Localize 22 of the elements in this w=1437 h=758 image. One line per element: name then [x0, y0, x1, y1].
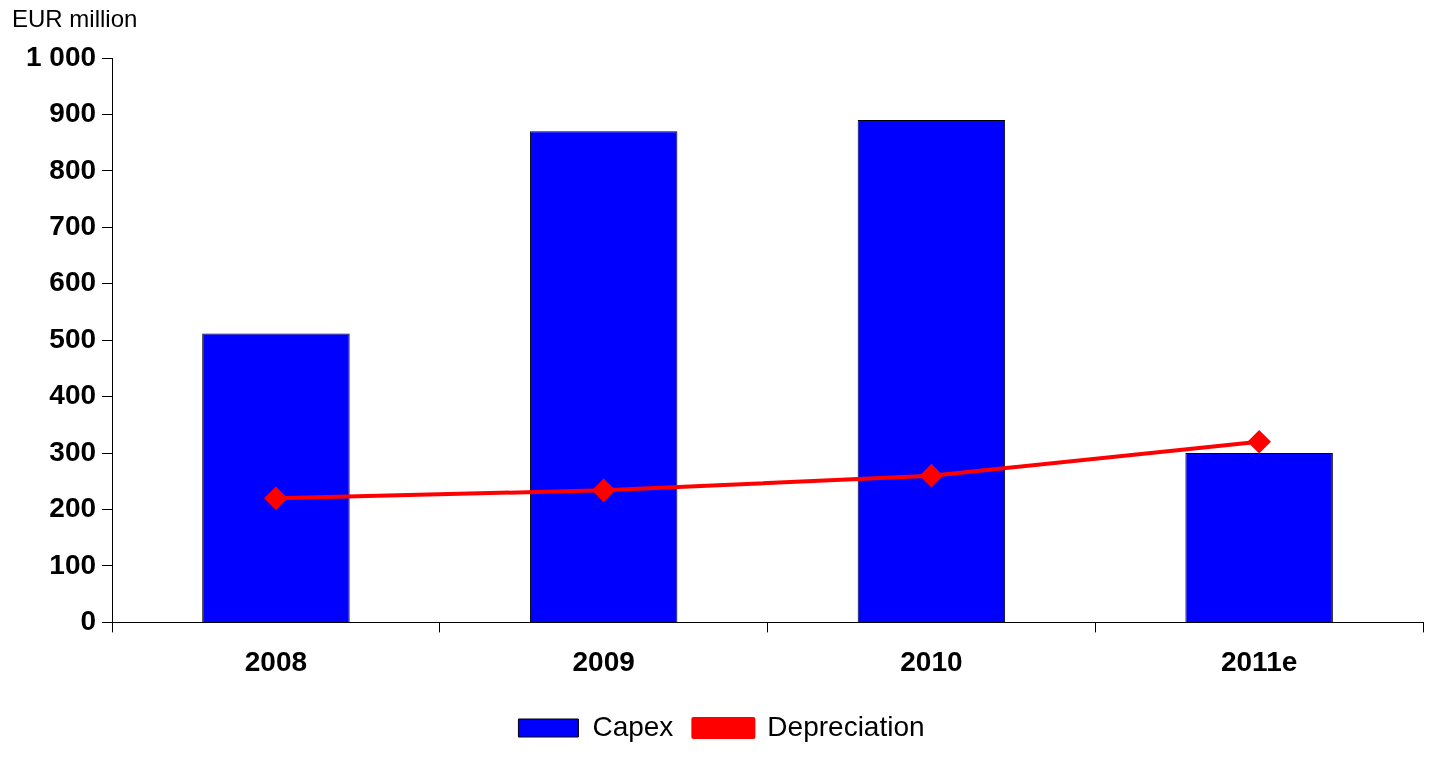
- y-tick-label: 400: [49, 379, 97, 411]
- y-tick-label: 700: [49, 210, 97, 242]
- legend-label: Capex: [592, 710, 674, 742]
- y-tick-label: 200: [49, 492, 97, 524]
- y-tick-label: 300: [49, 435, 97, 467]
- point: [264, 487, 287, 510]
- y-tick-label: 900: [49, 97, 97, 129]
- point: [920, 464, 943, 487]
- y-tick-label: 100: [49, 548, 97, 580]
- y-tick-label: 800: [49, 153, 97, 185]
- legend-label: Depreciation: [767, 710, 925, 742]
- y-tick-label: 0: [80, 605, 97, 637]
- y-tick-label: 600: [49, 266, 97, 298]
- x-tick-label: 2010: [900, 645, 963, 677]
- y-tick-label: 500: [49, 322, 97, 354]
- y-axis-title: EUR million: [12, 4, 138, 32]
- point: [592, 479, 615, 502]
- x-tick-label: 2011e: [1220, 645, 1298, 677]
- x-tick-label: 2008: [244, 645, 308, 677]
- y-tick-label: 1 000: [25, 40, 97, 72]
- point: [1248, 430, 1271, 453]
- x-tick-label: 2009: [572, 645, 635, 677]
